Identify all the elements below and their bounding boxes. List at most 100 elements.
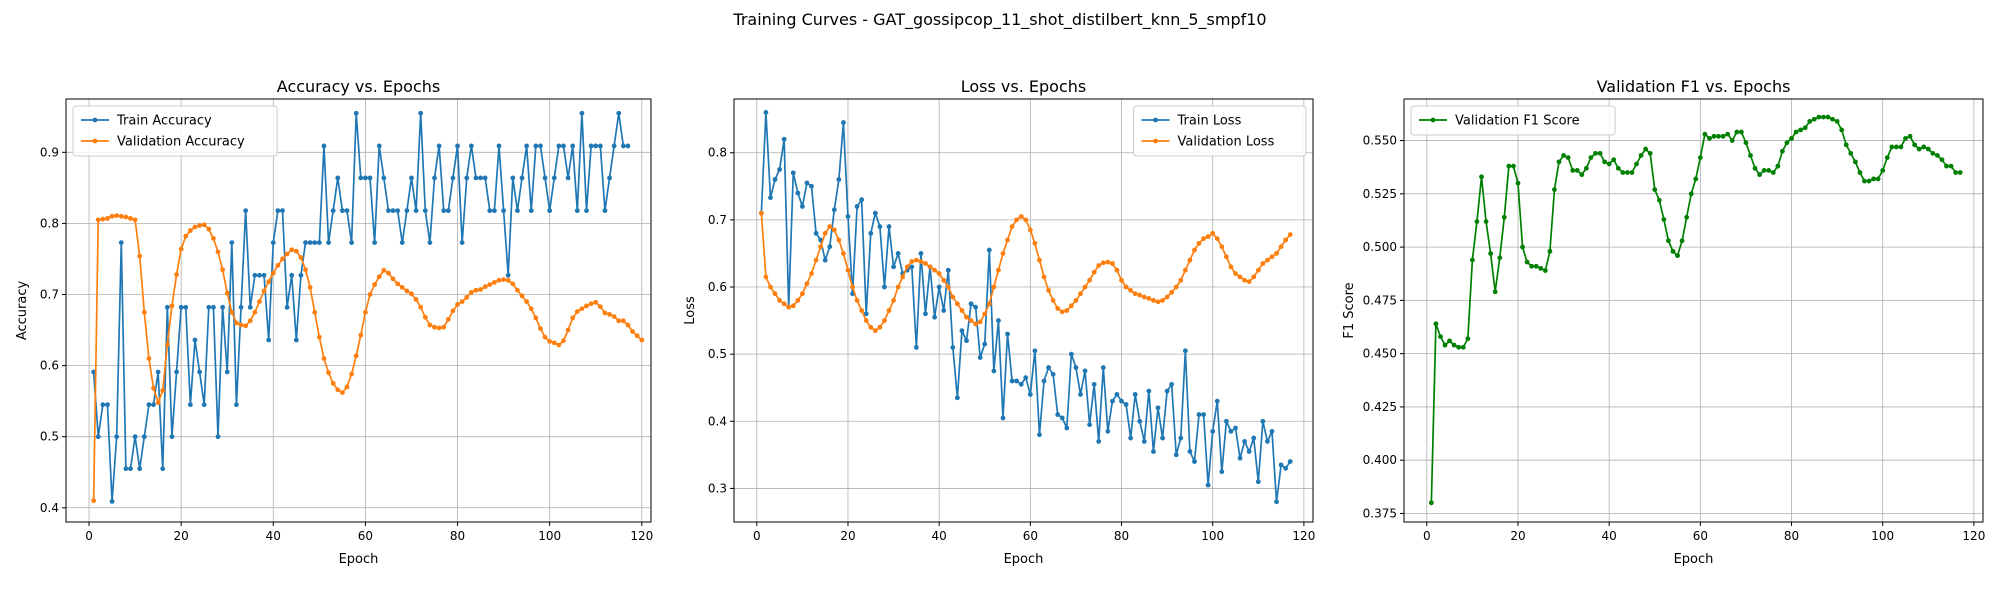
data-point	[1889, 144, 1895, 150]
legend-marker	[1153, 138, 1158, 144]
data-point	[1497, 255, 1503, 261]
data-point	[868, 230, 874, 236]
data-point	[376, 143, 382, 149]
data-point	[1684, 214, 1690, 220]
data-point	[588, 301, 594, 307]
data-point	[538, 143, 543, 149]
data-point	[1223, 254, 1229, 260]
data-point	[344, 208, 350, 214]
data-point	[1283, 465, 1289, 471]
data-point	[247, 318, 253, 324]
data-point	[1091, 381, 1097, 387]
data-point	[1775, 163, 1781, 169]
data-point	[358, 175, 364, 181]
data-point	[330, 208, 336, 214]
x-axis-label: Epoch	[1674, 552, 1714, 567]
data-point	[1748, 153, 1753, 158]
data-point	[1018, 214, 1024, 219]
data-point	[1533, 263, 1539, 269]
data-point	[266, 279, 272, 285]
x-tick-label: 0	[1423, 529, 1431, 543]
data-point	[1169, 289, 1175, 295]
y-tick-label: 0.5	[708, 347, 727, 361]
data-point	[1679, 238, 1685, 244]
data-point	[886, 308, 892, 313]
data-point	[836, 177, 842, 182]
data-point	[146, 356, 152, 361]
data-point	[1479, 174, 1484, 180]
data-point	[1146, 388, 1152, 394]
data-point	[845, 267, 851, 273]
data-point	[109, 498, 115, 504]
chart-title: Loss vs. Epochs	[961, 77, 1086, 96]
data-point	[1761, 167, 1767, 173]
data-point	[565, 175, 571, 181]
data-point	[220, 267, 226, 273]
data-point	[1251, 274, 1257, 280]
data-point	[91, 498, 97, 504]
data-point	[372, 240, 378, 246]
data-point	[1893, 144, 1899, 150]
data-point	[266, 337, 272, 343]
data-point	[1565, 155, 1571, 161]
data-point	[510, 175, 516, 181]
x-axis-label: Epoch	[339, 552, 379, 567]
data-point	[349, 240, 354, 246]
data-point	[247, 304, 253, 310]
data-point	[1151, 298, 1156, 303]
data-point	[1032, 348, 1038, 354]
data-point	[1957, 170, 1963, 175]
data-point	[528, 306, 534, 312]
data-point	[422, 314, 428, 320]
data-point	[187, 228, 193, 233]
data-point	[450, 308, 456, 314]
data-point	[950, 345, 956, 350]
data-point	[491, 280, 497, 285]
data-point	[1201, 236, 1206, 242]
data-point	[464, 294, 470, 300]
data-point	[1624, 170, 1630, 175]
data-point	[1219, 244, 1225, 250]
data-point	[1830, 116, 1835, 122]
data-point	[588, 143, 594, 149]
y-tick-label: 0.550	[1363, 134, 1397, 148]
data-point	[1935, 153, 1940, 158]
data-point	[918, 259, 924, 264]
data-point	[1278, 462, 1284, 468]
data-point	[923, 311, 928, 317]
y-tick-label: 0.6	[40, 359, 59, 373]
data-point	[620, 143, 626, 149]
y-tick-label: 0.500	[1363, 240, 1397, 254]
data-point	[1242, 439, 1248, 444]
data-point	[1866, 178, 1872, 184]
y-tick-label: 0.525	[1363, 187, 1397, 201]
x-tick-label: 100	[538, 529, 561, 543]
data-point	[1192, 247, 1197, 253]
data-point	[1729, 138, 1735, 143]
x-tick-label: 60	[1693, 529, 1708, 543]
data-point	[427, 322, 433, 328]
data-point	[777, 298, 782, 303]
data-point	[1707, 136, 1712, 141]
data-point	[280, 208, 285, 214]
data-point	[945, 267, 951, 273]
data-point	[1547, 248, 1553, 254]
data-point	[1907, 133, 1913, 139]
data-point	[418, 304, 424, 310]
axes-frame	[65, 98, 652, 523]
data-point	[1068, 303, 1074, 309]
y-tick-label: 0.3	[708, 481, 727, 495]
data-point	[959, 308, 965, 313]
data-point	[1474, 219, 1480, 224]
data-point	[877, 324, 883, 330]
data-point	[909, 259, 915, 264]
data-point	[602, 208, 608, 214]
data-point	[932, 314, 937, 320]
data-point	[404, 208, 410, 214]
data-point	[913, 257, 919, 263]
data-point	[836, 237, 842, 243]
data-point	[289, 247, 295, 253]
data-point	[326, 240, 331, 246]
data-point	[524, 299, 530, 305]
